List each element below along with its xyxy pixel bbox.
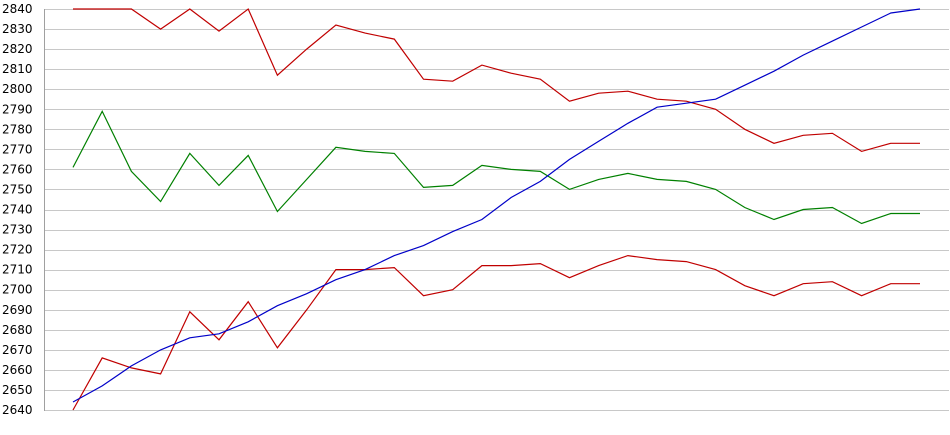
series-line-1: [73, 8, 920, 153]
grid-layer: [44, 9, 949, 411]
y-tick-label: 2840: [2, 2, 33, 16]
series-layer: [72, 8, 921, 411]
series-line-4: [72, 8, 921, 403]
y-tick-label: 2700: [2, 283, 33, 297]
y-tick-label: 2690: [2, 303, 33, 317]
y-tick-labels: 2840 2830 2820 2810 2800 2790 2780 2770 2760 2750…: [2, 2, 33, 417]
y-tick-label: 2720: [2, 243, 33, 257]
y-tick-label: 2710: [2, 263, 33, 277]
y-tick-label: 2740: [2, 203, 33, 217]
series-line-3: [72, 254, 920, 411]
y-tick-label: 2670: [2, 343, 33, 357]
y-tick-label: 2770: [2, 142, 33, 156]
y-tick-label: 2730: [2, 223, 33, 237]
y-tick-label: 2650: [2, 383, 33, 397]
y-tick-label: 2830: [2, 22, 33, 36]
y-tick-label: 2810: [2, 62, 33, 76]
y-tick-label: 2680: [2, 323, 33, 337]
y-tick-label: 2660: [2, 363, 33, 377]
y-tick-label: 2800: [2, 82, 33, 96]
y-tick-label: 2780: [2, 122, 33, 136]
series-line-2: [72, 109, 920, 225]
y-tick-label: 2760: [2, 162, 33, 176]
y-tick-label: 2790: [2, 102, 33, 116]
y-tick-label: 2820: [2, 42, 33, 56]
y-tick-label: 2640: [2, 403, 33, 417]
y-tick-label: 2750: [2, 182, 33, 196]
